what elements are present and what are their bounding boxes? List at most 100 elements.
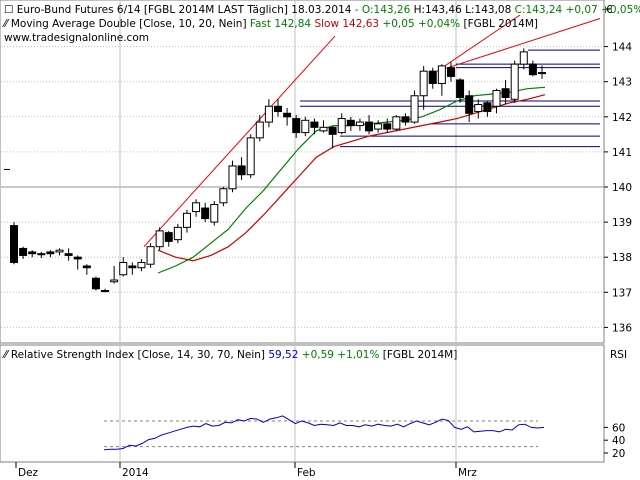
candle-body — [456, 79, 465, 98]
rsi-line — [103, 415, 545, 451]
candle — [91, 276, 100, 291]
candle-body — [110, 279, 119, 283]
website-label: www.tradesignalonline.com — [4, 32, 149, 44]
candle — [337, 113, 346, 135]
candle-body — [510, 63, 519, 100]
candle-body — [528, 63, 537, 76]
candle — [128, 262, 137, 275]
candle-body — [37, 253, 46, 256]
rsi-tick-label: 60 — [612, 422, 625, 434]
candle — [401, 113, 410, 126]
rsi-tick-label: 40 — [612, 435, 625, 447]
candle-body — [474, 104, 483, 113]
candle — [538, 65, 546, 79]
candle — [328, 125, 337, 149]
candle-body — [401, 116, 410, 123]
candle-body — [283, 112, 292, 118]
candle-body — [264, 105, 273, 123]
x-tick-label: Feb — [297, 467, 316, 479]
candle — [173, 223, 182, 244]
candle — [182, 209, 191, 233]
candle — [192, 199, 201, 217]
candle — [228, 160, 237, 193]
candle-body — [410, 95, 419, 123]
candle-body — [483, 102, 492, 113]
x-tick-label: 2014 — [122, 467, 149, 479]
candle-body — [173, 226, 182, 241]
candle — [446, 62, 455, 82]
candle — [355, 118, 364, 131]
candle — [519, 48, 528, 70]
candle-body — [337, 118, 346, 134]
candle-body — [301, 119, 310, 134]
candle-body — [428, 70, 437, 84]
candle — [210, 201, 219, 226]
candle-body — [437, 65, 446, 84]
candle — [283, 108, 292, 126]
candle-body — [446, 67, 455, 77]
candle — [456, 78, 465, 103]
candle — [419, 65, 428, 110]
candle — [383, 118, 392, 133]
candle — [528, 60, 537, 77]
candle — [246, 134, 255, 179]
candle-body — [228, 165, 237, 190]
candle — [19, 246, 28, 259]
rsi-icon: ⁄⁄ — [2, 349, 11, 361]
candle — [28, 250, 37, 258]
candle-body — [219, 188, 228, 204]
rsi-panel-frame — [0, 344, 605, 463]
price-panel-frame — [0, 0, 605, 344]
candle — [474, 99, 483, 119]
candle-body — [374, 123, 383, 130]
candle — [55, 248, 64, 256]
currency-label: € — [606, 4, 613, 16]
candle — [292, 115, 301, 138]
candle-body — [155, 230, 164, 248]
candle-body — [246, 137, 255, 176]
channel-trend-line — [436, 14, 521, 72]
candle-body — [310, 121, 319, 128]
candle-body — [274, 105, 282, 113]
ma-icon: ⁄⁄ — [2, 18, 11, 30]
candle — [73, 255, 82, 270]
x-tick-label: Mrz — [458, 467, 477, 479]
candle-body — [101, 290, 110, 293]
candle — [465, 90, 474, 123]
candle — [82, 264, 91, 275]
candle-body — [419, 70, 428, 97]
candle-body — [28, 251, 37, 255]
candle — [146, 243, 155, 268]
candle-body — [91, 277, 100, 290]
candle-body — [128, 265, 137, 269]
candle — [392, 115, 401, 131]
candle-body — [365, 121, 374, 132]
candle — [365, 115, 374, 135]
candle-body — [46, 251, 55, 255]
price-tick-label: 136 — [612, 322, 632, 334]
candle — [492, 88, 501, 114]
rsi-tick-label: 20 — [612, 448, 625, 460]
candle-body — [82, 265, 91, 269]
candle — [219, 187, 228, 207]
candle-body — [538, 72, 546, 75]
candle-body — [210, 204, 219, 223]
candle — [510, 60, 519, 103]
rsi-header: ⁄⁄ Relative Strength Index [Close, 14, 3… — [2, 349, 457, 361]
candle — [237, 157, 246, 180]
ma-header: ⁄⁄ Moving Average Double [Close, 10, 20,… — [2, 18, 538, 30]
candle — [137, 258, 146, 272]
candle — [110, 265, 119, 284]
candle-body — [465, 95, 474, 114]
candle-body — [383, 123, 392, 130]
channel-upper-line — [143, 35, 336, 248]
candle — [501, 79, 510, 105]
price-tick-label: 139 — [612, 217, 632, 229]
price-header: ☐ Euro-Bund Futures 6/14 [FGBL 2014M LAS… — [4, 4, 640, 16]
candle — [410, 90, 419, 124]
candle-body — [201, 207, 210, 220]
candle — [201, 202, 210, 223]
price-tick-label: 144 — [612, 42, 632, 54]
